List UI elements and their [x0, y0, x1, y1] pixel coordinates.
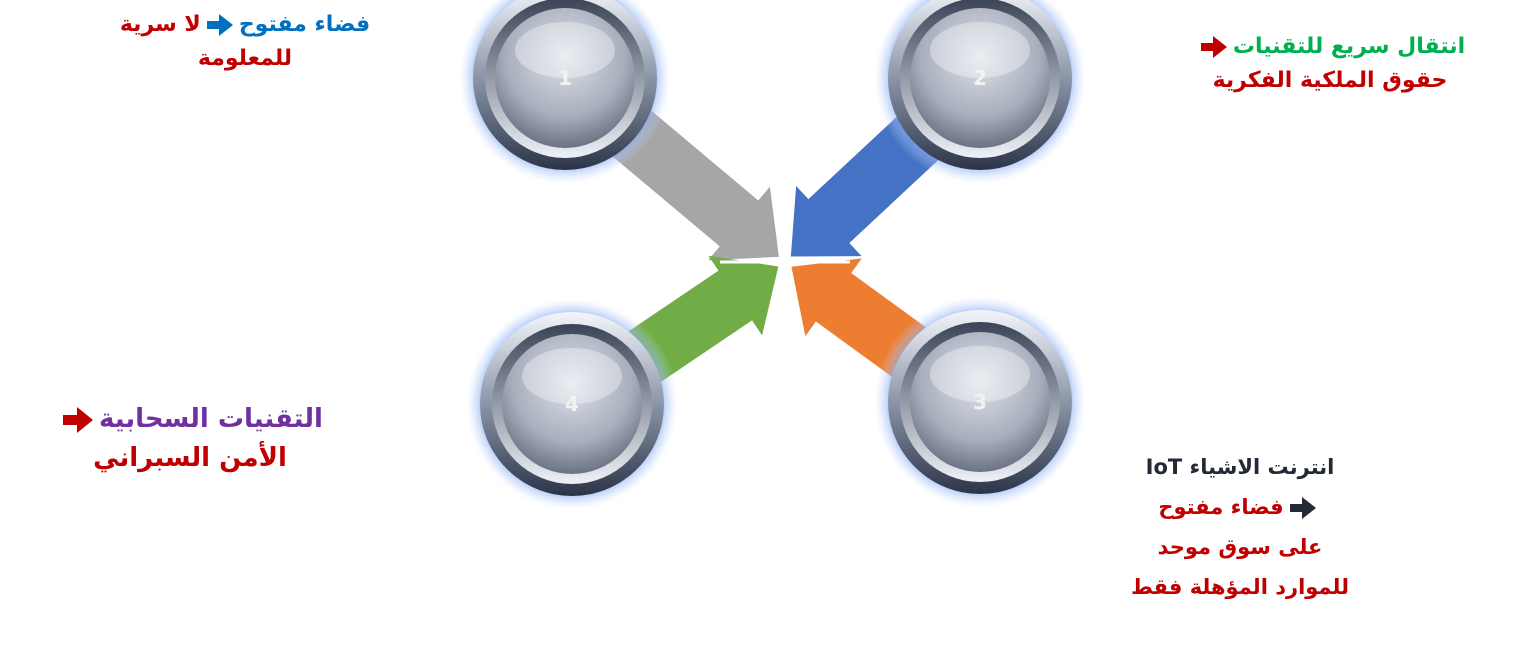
- node-label: 2: [973, 66, 987, 90]
- arrow-icon: [207, 14, 233, 36]
- note: انتقال سريع للتقنيات حقوق الملكية الفكري…: [1145, 30, 1515, 98]
- note-result: فضاء مفتوح: [1158, 495, 1283, 519]
- note-lead: انترنت الاشياء IoT: [1146, 455, 1335, 479]
- note-result: الأمن السبراني: [93, 443, 287, 473]
- note-result: للمعلومة: [198, 46, 292, 71]
- node: 3: [874, 296, 1086, 508]
- arrow-icon: [1201, 36, 1227, 58]
- note-result: على سوق موحد: [1158, 535, 1323, 559]
- note-result: للموارد المؤهلة فقط: [1131, 575, 1349, 599]
- note: فضاء مفتوح لا سرية للمعلومة: [60, 8, 430, 76]
- note: انترنت الاشياء IoT فضاء مفتوح على سوق مو…: [1110, 448, 1370, 608]
- note-lead: فضاء مفتوح: [239, 12, 370, 37]
- slide: 1 2 3 4 فضاء مفتوح لا سرية للمعلومة انتقال س…: [0, 0, 1519, 666]
- arrow-icon: [63, 407, 93, 433]
- note-lead: انتقال سريع للتقنيات: [1233, 34, 1465, 59]
- note-lead: التقنيات السحابية: [99, 404, 323, 434]
- note: التقنيات السحابية الأمن السبراني: [0, 400, 380, 478]
- node: 4: [466, 298, 678, 510]
- node-label: 4: [565, 392, 579, 416]
- arrow-icon: [1290, 497, 1316, 519]
- node-label: 3: [973, 390, 987, 414]
- note-result: حقوق الملكية الفكرية: [1213, 68, 1448, 93]
- note-result: لا سرية: [120, 12, 201, 37]
- node-label: 1: [558, 66, 572, 90]
